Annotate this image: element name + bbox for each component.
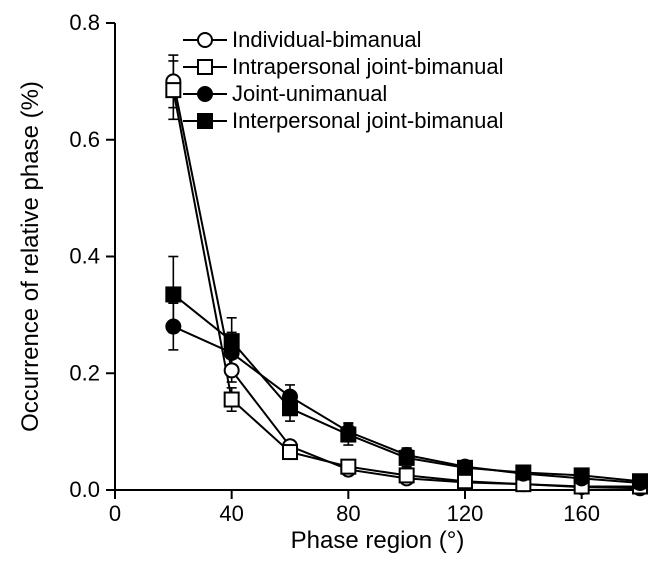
square-marker [225,334,239,348]
y-tick-label: 0.0 [69,477,100,502]
legend-label-intrapersonal_joint_bimanual: Intrapersonal joint-bimanual [232,54,504,79]
y-tick-label: 0.2 [69,360,100,385]
square-marker [283,401,297,415]
legend-label-individual_bimanual: Individual-bimanual [232,27,422,52]
square-marker [341,428,355,442]
square-marker [198,60,212,74]
square-marker [400,468,414,482]
square-marker [198,114,212,128]
square-marker [575,468,589,482]
x-axis-label: Phase region (°) [291,527,465,554]
circle-marker [225,363,239,377]
legend-label-joint_unimanual: Joint-unimanual [232,81,387,106]
x-tick-label: 120 [447,501,484,526]
circle-marker [198,87,212,101]
square-marker [516,465,530,479]
y-axis-label: Occurrence of relative phase (%) [17,81,44,432]
phase-occurrence-chart: 0 40 80 120 160 Phase region (°) 0.0 0.2 0.4 0.6 0… [0,0,669,577]
legend-label-interpersonal_joint_bimanual: Interpersonal joint-bimanual [232,108,504,133]
y-tick-label: 0.6 [69,127,100,152]
y-tick-label: 0.4 [69,244,100,269]
square-marker [633,474,647,488]
chart-container: 0 40 80 120 160 Phase region (°) 0.0 0.2 0.4 0.6 0… [0,0,669,577]
circle-marker [198,33,212,47]
square-marker [283,445,297,459]
square-marker [458,461,472,475]
x-tick-label: 40 [219,501,243,526]
x-tick-label: 160 [563,501,600,526]
square-marker [166,83,180,97]
circle-marker [166,320,180,334]
x-tick-label: 0 [109,501,121,526]
square-marker [166,287,180,301]
x-tick-label: 80 [336,501,360,526]
y-tick-label: 0.8 [69,10,100,35]
square-marker [458,474,472,488]
square-marker [225,393,239,407]
square-marker [341,460,355,474]
square-marker [400,451,414,465]
